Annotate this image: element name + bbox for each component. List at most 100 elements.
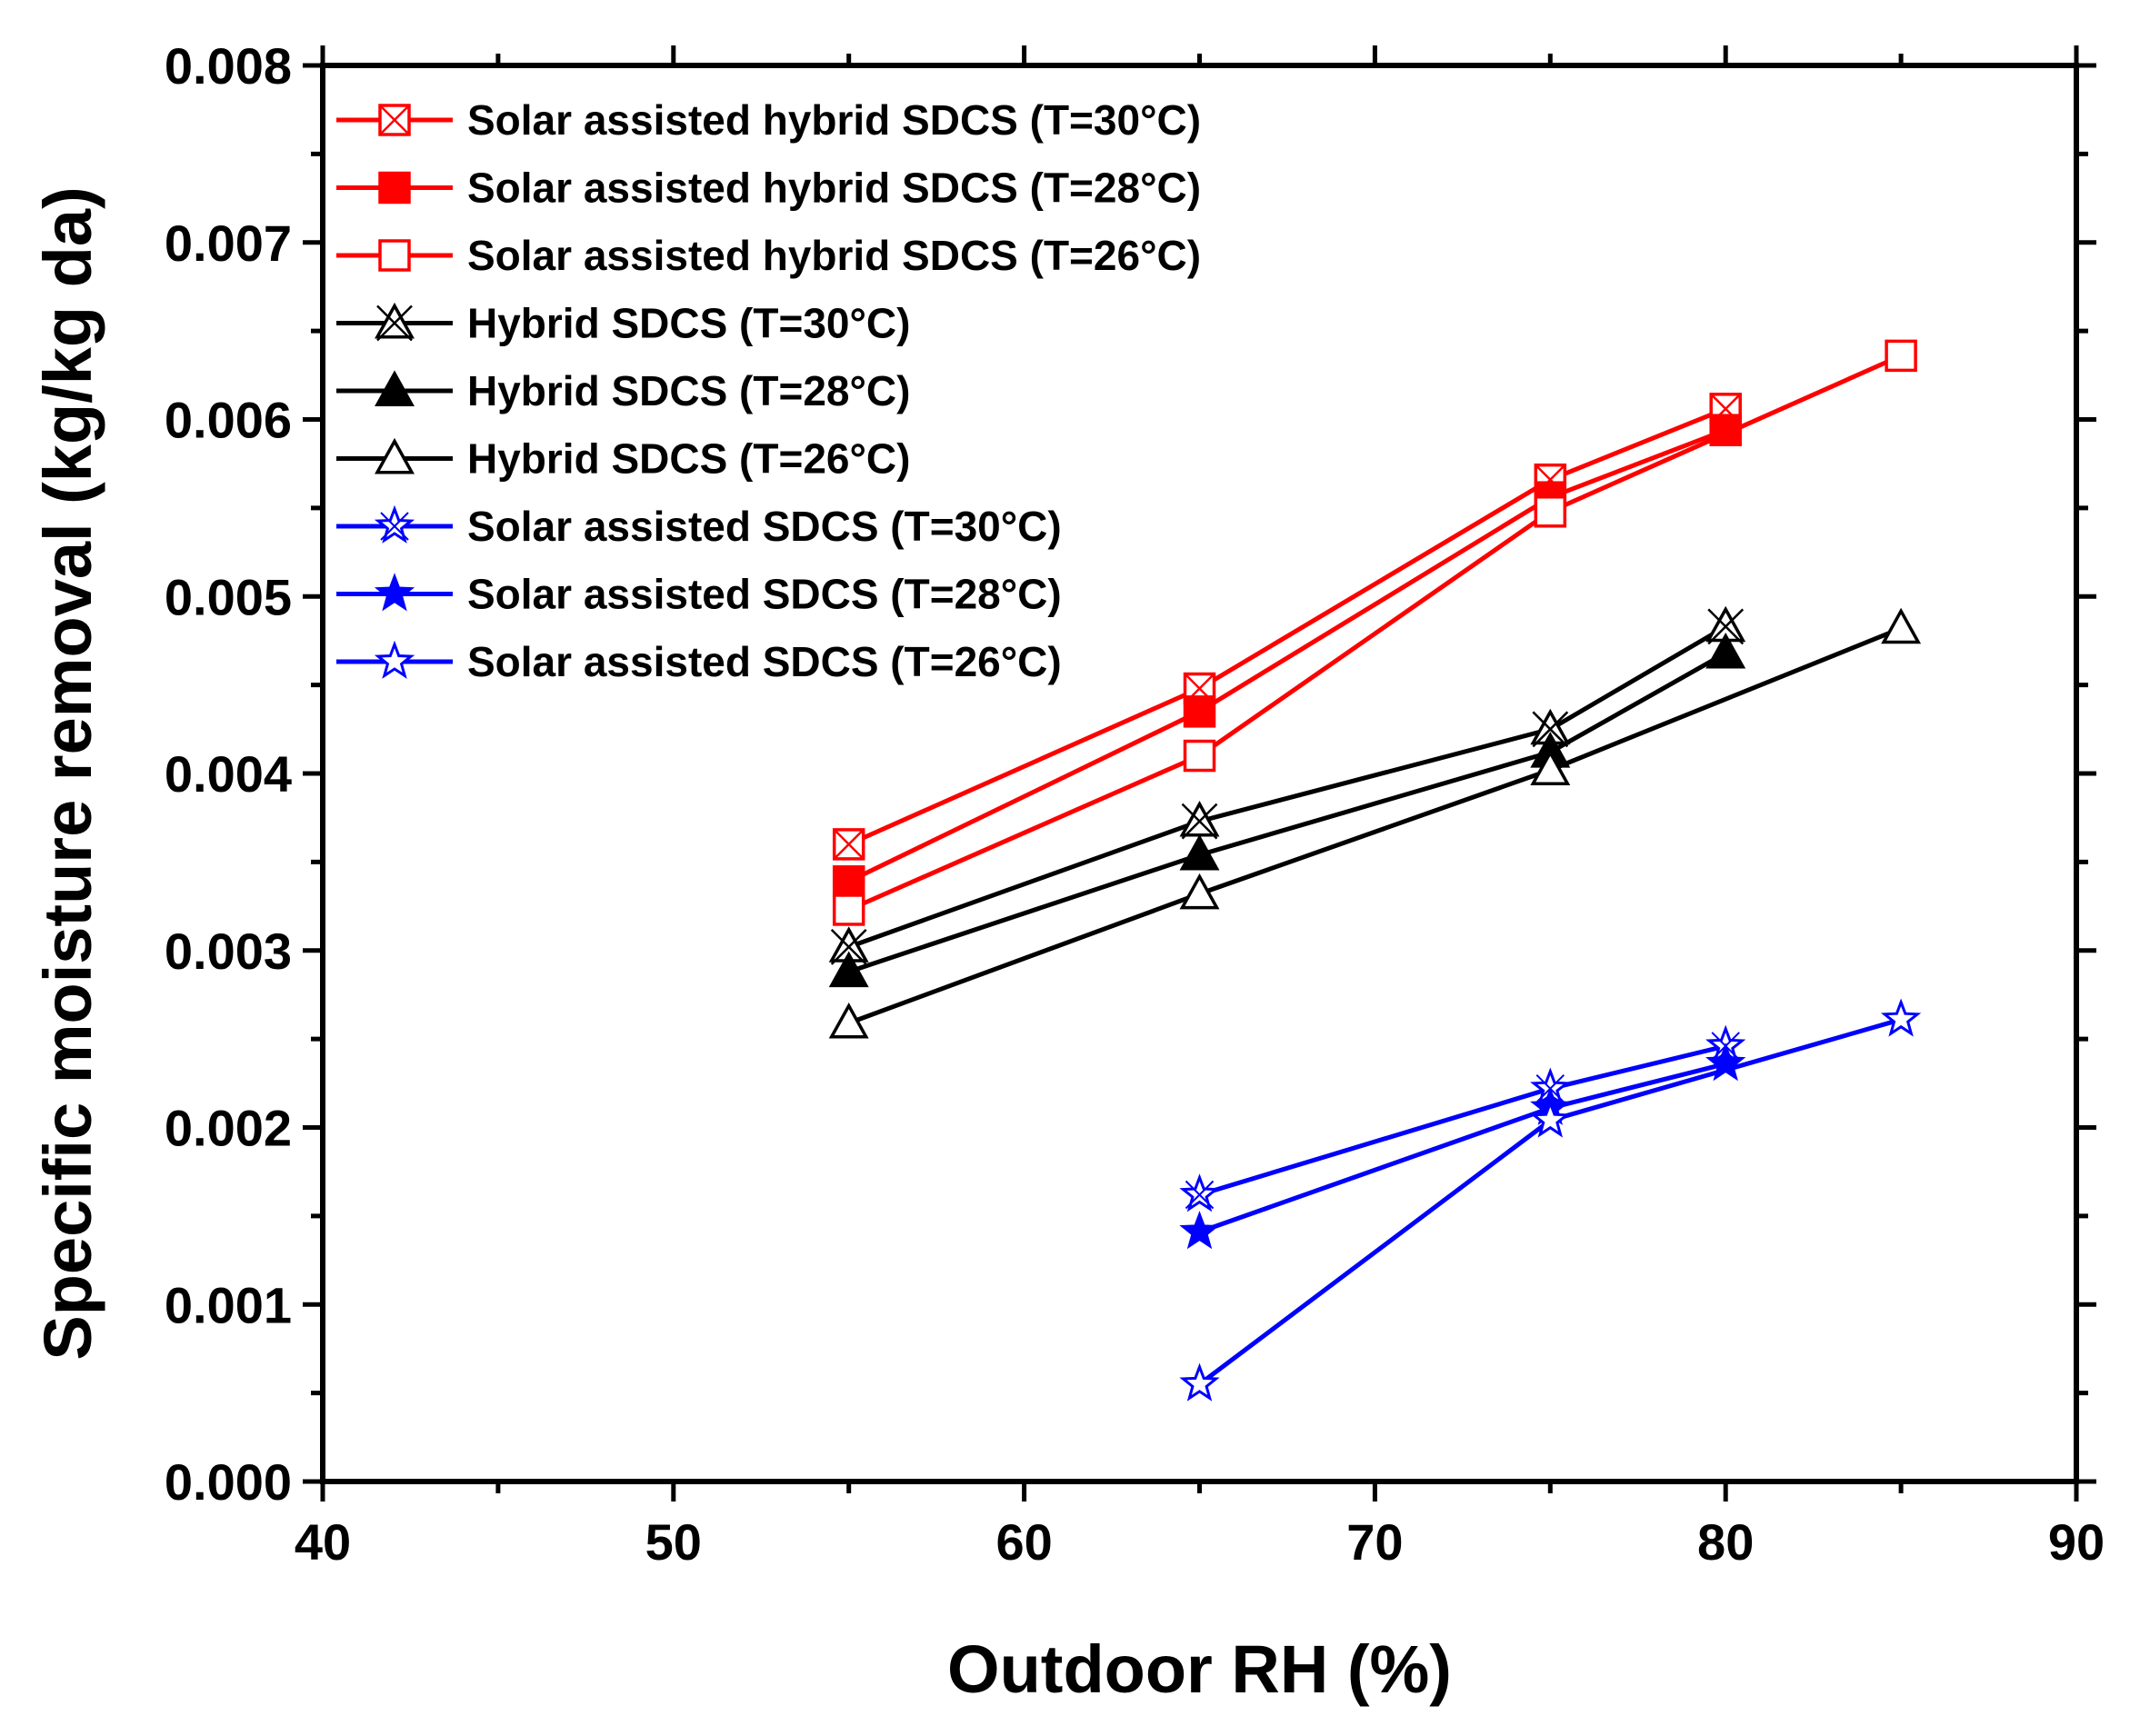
marker-cross [1532, 711, 1569, 748]
marker-shape [1885, 339, 1917, 373]
data-point [1179, 800, 1220, 840]
series-line [847, 354, 1903, 913]
data-point [1179, 833, 1220, 871]
y-axis-title: Specific moisture removal (kg/kg da) [30, 186, 105, 1360]
marker-shape [1179, 873, 1220, 910]
marker-shape [375, 370, 415, 406]
marker-shape [375, 437, 415, 474]
data-point [1179, 1173, 1220, 1212]
series-line [847, 406, 1727, 847]
legend-item: Solar assisted hybrid SDCS (T=30°C) [336, 96, 1201, 144]
x-tick-label: 60 [995, 1513, 1052, 1571]
series-8 [1179, 1043, 1746, 1250]
x-tick-label: 90 [2048, 1513, 2105, 1571]
marker-shape [374, 504, 415, 544]
series-5 [828, 632, 1746, 988]
legend-label: Hybrid SDCS (T=28°C) [467, 367, 910, 414]
data-point [1179, 1211, 1220, 1250]
data-point [828, 951, 869, 988]
legend-item: Solar assisted hybrid SDCS (T=28°C) [336, 165, 1201, 212]
y-tick-label: 0.008 [165, 37, 292, 95]
legend-marker [374, 504, 415, 544]
legend-marker [378, 239, 411, 272]
legend-label: Solar assisted hybrid SDCS (T=28°C) [467, 165, 1201, 212]
marker-shape [1530, 749, 1571, 786]
legend: Solar assisted hybrid SDCS (T=30°C) Solar… [336, 96, 1201, 685]
legend-item: Solar assisted hybrid SDCS (T=26°C) [336, 232, 1201, 279]
legend-item: Solar assisted SDCS (T=28°C) [336, 571, 1062, 618]
legend-item: Hybrid SDCS (T=26°C) [336, 435, 910, 483]
x-tick-label: 40 [295, 1513, 351, 1571]
legend-label: Solar assisted SDCS (T=30°C) [467, 503, 1062, 550]
legend-marker [378, 171, 411, 205]
marker-cross [830, 928, 867, 965]
marker-shape [1705, 632, 1746, 669]
legend-label: Solar assisted SDCS (T=28°C) [467, 571, 1062, 618]
marker-shape [1881, 607, 1922, 644]
data-point [832, 865, 865, 898]
y-tick-label: 0.005 [165, 568, 292, 625]
series-line [847, 651, 1727, 974]
series-9 [1179, 998, 1922, 1402]
x-tick-label: 50 [645, 1513, 702, 1571]
data-point [1881, 607, 1922, 644]
marker-shape [1179, 1362, 1220, 1402]
x-axis-title: Outdoor RH (%) [947, 1631, 1452, 1707]
marker-shape [374, 640, 415, 679]
legend-item: Solar assisted SDCS (T=30°C) [336, 503, 1062, 550]
legend-item: Hybrid SDCS (T=30°C) [336, 300, 910, 347]
marker-shape [1183, 739, 1216, 773]
legend-label: Hybrid SDCS (T=26°C) [467, 435, 910, 483]
series-3 [832, 339, 1917, 926]
legend-marker [375, 302, 415, 342]
marker-shape [1179, 1173, 1220, 1212]
series-line [847, 625, 1903, 1025]
data-point [1183, 739, 1216, 773]
marker-cross [1185, 1180, 1215, 1210]
data-point [1705, 632, 1746, 669]
data-point [1885, 339, 1917, 373]
series-6 [828, 607, 1922, 1039]
x-axis: 40 50 60 70 80 90 [295, 45, 2105, 1571]
series-line [1198, 1043, 1726, 1197]
marker-shape [832, 865, 865, 898]
marker-shape [1183, 695, 1216, 728]
series-line [847, 427, 1727, 884]
legend-marker [375, 370, 415, 406]
x-tick-label: 80 [1697, 1513, 1754, 1571]
marker-cross [1181, 803, 1218, 840]
marker-shape [378, 239, 411, 272]
legend-item: Hybrid SDCS (T=28°C) [336, 367, 910, 414]
series-layer [828, 339, 1922, 1402]
legend-marker [374, 640, 415, 679]
legend-marker [374, 573, 415, 612]
y-tick-label: 0.002 [165, 1100, 292, 1157]
marker-shape [1179, 833, 1220, 871]
marker-cross [833, 829, 865, 860]
data-point [832, 893, 865, 926]
y-tick-label: 0.006 [165, 392, 292, 449]
data-point [828, 1002, 869, 1039]
data-point [1183, 695, 1216, 728]
marker-shape [1880, 998, 1922, 1037]
data-point [1179, 873, 1220, 910]
y-tick-label: 0.007 [165, 215, 292, 272]
marker-cross [376, 304, 413, 342]
series-1 [832, 393, 1742, 861]
y-tick-label: 0.001 [165, 1276, 292, 1333]
legend-label: Solar assisted hybrid SDCS (T=30°C) [467, 96, 1201, 144]
legend-marker [378, 104, 411, 136]
marker-shape [1530, 1099, 1571, 1138]
marker-shape [374, 573, 415, 612]
marker-shape [828, 951, 869, 988]
marker-shape [1534, 495, 1567, 528]
legend-label: Solar assisted SDCS (T=26°C) [467, 638, 1062, 685]
marker-cross [380, 512, 409, 541]
legend-label: Solar assisted hybrid SDCS (T=26°C) [467, 232, 1201, 279]
marker-shape [828, 1002, 869, 1039]
series-7 [1179, 1024, 1746, 1212]
marker-shape [1179, 1211, 1220, 1250]
data-point [1530, 1099, 1571, 1138]
y-tick-label: 0.004 [165, 745, 292, 803]
